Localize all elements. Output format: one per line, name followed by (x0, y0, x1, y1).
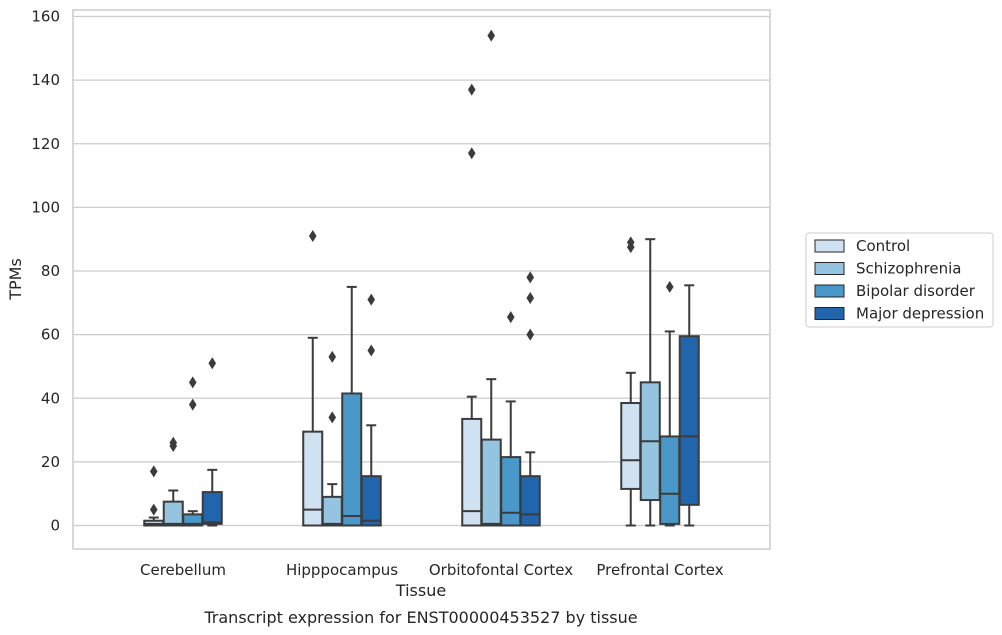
box-schizophrenia (639, 238, 661, 527)
x-axis-label: Tissue (395, 581, 446, 600)
box-bipolar-disorder (500, 311, 522, 527)
box-iqr (461, 417, 483, 527)
boxes (143, 29, 700, 527)
outlier-point (308, 230, 317, 243)
box-iqr (480, 438, 502, 527)
box-control (143, 465, 165, 527)
box-iqr (162, 500, 184, 527)
y-tick-label: 160 (31, 8, 60, 26)
plot-frame (72, 9, 771, 550)
outlier-point (328, 411, 337, 424)
outlier-point (149, 465, 158, 478)
legend-swatch (814, 262, 845, 275)
outlier-point (208, 357, 217, 370)
outlier-point (526, 328, 535, 341)
legend-label: Schizophrenia (856, 260, 961, 278)
y-tick-label: 120 (31, 135, 60, 153)
legend-swatch (814, 284, 845, 298)
y-axis-label: TPMs (6, 258, 25, 301)
box-bipolar-disorder (341, 285, 363, 527)
x-tick-label: Prefrontal Cortex (596, 561, 723, 579)
outlier-point (626, 236, 635, 249)
y-tick-label: 80 (41, 262, 60, 280)
box-control (302, 230, 324, 527)
outlier-point (328, 350, 337, 363)
outlier-point (188, 376, 197, 389)
outlier-point (169, 436, 178, 449)
outlier-point (149, 503, 158, 516)
y-tick-label: 140 (31, 71, 60, 89)
box-major-depression (201, 357, 223, 527)
outlier-point (367, 344, 376, 357)
box-iqr (519, 475, 541, 527)
outlier-point (506, 311, 515, 324)
box-iqr (341, 392, 363, 527)
box-schizophrenia (321, 350, 343, 527)
box-iqr (500, 456, 522, 527)
y-tick-labels: 0 20 40 60 80 100 120 140 160 (31, 8, 60, 535)
box-iqr (659, 435, 681, 525)
y-tick-label: 100 (31, 198, 60, 216)
y-tick-label: 40 (41, 389, 60, 407)
outlier-point (188, 398, 197, 411)
legend: Control Schizophrenia Bipolar disorder Majo… (805, 232, 994, 328)
box-iqr (321, 495, 343, 527)
box-schizophrenia (162, 436, 184, 527)
y-tick-label: 0 (50, 517, 60, 535)
outlier-point (367, 293, 376, 306)
x-tick-labels: Cerebellum Hipppocampus Orbitofontal Corte… (140, 561, 724, 579)
legend-label: Control (856, 237, 910, 255)
chart-caption: Transcript expression for ENST0000045352… (203, 608, 637, 627)
outlier-point (467, 83, 476, 96)
box-iqr (302, 430, 324, 527)
outlier-point (665, 280, 674, 293)
y-tick-label: 60 (41, 326, 60, 344)
box-iqr (678, 335, 700, 506)
box-iqr (360, 475, 382, 527)
x-tick-label: Orbitofontal Cortex (429, 561, 573, 579)
x-tick-label: Cerebellum (140, 561, 226, 579)
outlier-point (487, 29, 496, 42)
x-tick-label: Hipppocampus (286, 561, 398, 579)
box-major-depression (678, 284, 700, 527)
box-bipolar-disorder (182, 376, 204, 527)
legend-label: Bipolar disorder (856, 282, 976, 300)
legend-label: Major depression (856, 305, 984, 323)
box-iqr (201, 491, 223, 525)
legend-frame (805, 232, 994, 328)
box-iqr (620, 402, 642, 490)
legend-swatch (814, 239, 845, 253)
y-tick-label: 20 (41, 453, 60, 471)
outlier-point (526, 292, 535, 305)
box-major-depression (360, 293, 382, 527)
box-major-depression (519, 271, 541, 527)
box-control (620, 236, 642, 527)
outlier-point (526, 271, 535, 284)
outlier-point (467, 147, 476, 160)
legend-swatch (814, 307, 845, 320)
